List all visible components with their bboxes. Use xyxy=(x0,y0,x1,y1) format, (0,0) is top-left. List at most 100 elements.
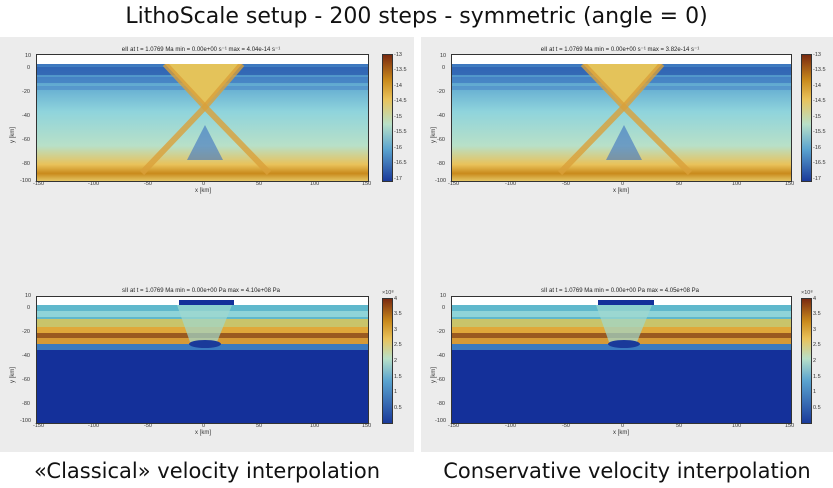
x-tick: -100 xyxy=(88,181,100,187)
y-tick: -60 xyxy=(22,137,30,143)
colorbar-tick: -15.5 xyxy=(394,129,407,135)
x-tick: 100 xyxy=(732,181,742,187)
colorbar-tick: -15.5 xyxy=(813,129,826,135)
y-tick: -20 xyxy=(22,329,30,335)
colorbar-tick: -13.5 xyxy=(394,67,407,73)
x-tick: -50 xyxy=(562,181,570,187)
x-tick: 100 xyxy=(732,423,742,429)
colorbar-tick: 2 xyxy=(813,358,817,364)
y-tick: -40 xyxy=(437,353,445,359)
y-tick: -40 xyxy=(437,113,445,119)
colorbar-tick: 4 xyxy=(813,296,817,302)
strain-rate-image xyxy=(452,55,791,181)
y-tick: -40 xyxy=(22,353,30,359)
colorbar-tick: -15 xyxy=(394,114,402,120)
colorbar-tick: -17 xyxy=(394,176,402,182)
colorbar xyxy=(382,298,393,424)
y-axis-label: y [km] xyxy=(10,127,16,143)
y-tick: 10 xyxy=(25,53,32,59)
caption-conservative: Conservative velocity interpolation xyxy=(443,459,811,483)
colorbar-tick: 0.5 xyxy=(394,405,402,411)
x-axis-label: x [km] xyxy=(613,188,629,194)
figure-title: LithoScale setup - 200 steps - symmetric… xyxy=(125,4,708,29)
y-tick: 10 xyxy=(25,293,32,299)
stress-image xyxy=(452,297,791,423)
colorbar-tick: 1.5 xyxy=(813,374,821,380)
y-tick: 0 xyxy=(442,65,446,71)
colorbar-tick: -16.5 xyxy=(394,160,407,166)
y-axis-label: y [km] xyxy=(10,367,16,383)
x-tick: 0 xyxy=(202,181,206,187)
plot-title: eII at t = 1.0769 Ma min = 0.00e+00 s⁻¹ … xyxy=(121,47,281,53)
right-panel: eII at t = 1.0769 Ma min = 0.00e+00 s⁻¹ … xyxy=(421,37,833,452)
plot-title: sII at t = 1.0769 Ma min = 0.00e+00 Pa m… xyxy=(122,288,280,294)
colorbar-tick: -16.5 xyxy=(813,160,826,166)
stress-field xyxy=(36,296,369,424)
colorbar-tick: -14.5 xyxy=(394,98,407,104)
x-axis-label: x [km] xyxy=(613,430,629,436)
y-tick: -100 xyxy=(435,178,447,184)
colorbar-tick: -17 xyxy=(813,176,821,182)
colorbar-tick: 1 xyxy=(394,389,398,395)
x-tick: 150 xyxy=(362,423,372,429)
y-tick: -20 xyxy=(437,329,445,335)
x-tick: -150 xyxy=(33,181,45,187)
x-tick: 50 xyxy=(676,181,683,187)
x-tick: -150 xyxy=(448,181,460,187)
x-tick: 150 xyxy=(785,181,795,187)
y-tick: -60 xyxy=(437,137,445,143)
y-tick: 10 xyxy=(440,293,447,299)
colorbar xyxy=(801,298,812,424)
colorbar-tick: -13 xyxy=(394,52,402,58)
colorbar-tick: -14.5 xyxy=(813,98,826,104)
colorbar-tick: 2.5 xyxy=(813,342,821,348)
stress-image xyxy=(37,297,368,423)
y-tick: 10 xyxy=(440,53,447,59)
x-tick: -100 xyxy=(88,423,100,429)
y-tick: 0 xyxy=(442,305,446,311)
x-tick: -150 xyxy=(448,423,460,429)
colorbar-tick: -13.5 xyxy=(813,67,826,73)
colorbar-tick: 0.5 xyxy=(813,405,821,411)
y-tick: -20 xyxy=(437,89,445,95)
y-tick: -100 xyxy=(435,418,447,424)
x-tick: 100 xyxy=(310,181,320,187)
x-tick: 150 xyxy=(362,181,372,187)
colorbar-tick: 3 xyxy=(813,327,817,333)
y-tick: -60 xyxy=(22,377,30,383)
y-tick: -80 xyxy=(22,161,30,167)
x-tick: -150 xyxy=(33,423,45,429)
colorbar-tick: -15 xyxy=(813,114,821,120)
colorbar-tick: -16 xyxy=(394,145,402,151)
colorbar-tick: 3 xyxy=(394,327,398,333)
x-tick: -50 xyxy=(144,423,152,429)
x-tick: 50 xyxy=(256,423,263,429)
y-tick: 0 xyxy=(27,65,31,71)
x-tick: -50 xyxy=(144,181,152,187)
strain-rate-image xyxy=(37,55,368,181)
x-tick: 50 xyxy=(256,181,263,187)
y-tick: -80 xyxy=(22,401,30,407)
left-panel: eII at t = 1.0769 Ma min = 0.00e+00 s⁻¹ … xyxy=(0,37,414,452)
colorbar xyxy=(382,54,393,182)
colorbar-tick: -14 xyxy=(394,83,402,89)
colorbar-exponent: ×10⁸ xyxy=(382,290,394,296)
x-tick: 0 xyxy=(621,423,625,429)
x-axis-label: x [km] xyxy=(195,188,211,194)
colorbar-tick: 3.5 xyxy=(813,311,821,317)
x-tick: 0 xyxy=(621,181,625,187)
colorbar-tick: 1 xyxy=(813,389,817,395)
y-tick: -80 xyxy=(437,161,445,167)
x-tick: -100 xyxy=(505,181,517,187)
x-tick: 0 xyxy=(202,423,206,429)
x-tick: 100 xyxy=(310,423,320,429)
colorbar-tick: 1.5 xyxy=(394,374,402,380)
colorbar-tick: 4 xyxy=(394,296,398,302)
x-tick: 50 xyxy=(676,423,683,429)
colorbar-tick: 2 xyxy=(394,358,398,364)
plot-title: eII at t = 1.0769 Ma min = 0.00e+00 s⁻¹ … xyxy=(540,47,700,53)
colorbar-exponent: ×10⁸ xyxy=(801,290,813,296)
x-axis-label: x [km] xyxy=(195,430,211,436)
x-tick: -50 xyxy=(562,423,570,429)
colorbar-tick: -13 xyxy=(813,52,821,58)
